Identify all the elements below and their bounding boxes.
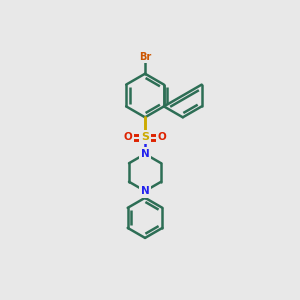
Text: O: O bbox=[158, 132, 166, 142]
Text: N: N bbox=[141, 186, 149, 196]
Text: N: N bbox=[141, 149, 149, 159]
Text: Br: Br bbox=[139, 52, 151, 62]
Text: O: O bbox=[124, 132, 133, 142]
Text: S: S bbox=[141, 132, 149, 142]
